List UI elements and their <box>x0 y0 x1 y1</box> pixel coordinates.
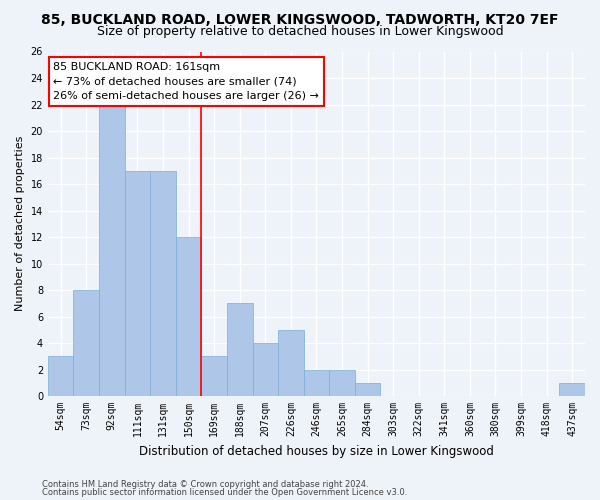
Text: Size of property relative to detached houses in Lower Kingswood: Size of property relative to detached ho… <box>97 25 503 38</box>
Bar <box>202 356 227 396</box>
Text: Contains HM Land Registry data © Crown copyright and database right 2024.: Contains HM Land Registry data © Crown c… <box>42 480 368 489</box>
Bar <box>176 237 202 396</box>
Bar <box>73 290 99 396</box>
Bar <box>125 171 150 396</box>
Bar <box>48 356 73 396</box>
X-axis label: Distribution of detached houses by size in Lower Kingswood: Distribution of detached houses by size … <box>139 444 494 458</box>
Text: 85, BUCKLAND ROAD, LOWER KINGSWOOD, TADWORTH, KT20 7EF: 85, BUCKLAND ROAD, LOWER KINGSWOOD, TADW… <box>41 12 559 26</box>
Bar <box>150 171 176 396</box>
Bar <box>559 383 585 396</box>
Y-axis label: Number of detached properties: Number of detached properties <box>15 136 25 312</box>
Bar <box>227 304 253 396</box>
Bar <box>304 370 329 396</box>
Text: 85 BUCKLAND ROAD: 161sqm
← 73% of detached houses are smaller (74)
26% of semi-d: 85 BUCKLAND ROAD: 161sqm ← 73% of detach… <box>53 62 319 102</box>
Bar <box>329 370 355 396</box>
Bar <box>355 383 380 396</box>
Bar <box>278 330 304 396</box>
Bar <box>253 343 278 396</box>
Bar <box>99 104 125 396</box>
Text: Contains public sector information licensed under the Open Government Licence v3: Contains public sector information licen… <box>42 488 407 497</box>
